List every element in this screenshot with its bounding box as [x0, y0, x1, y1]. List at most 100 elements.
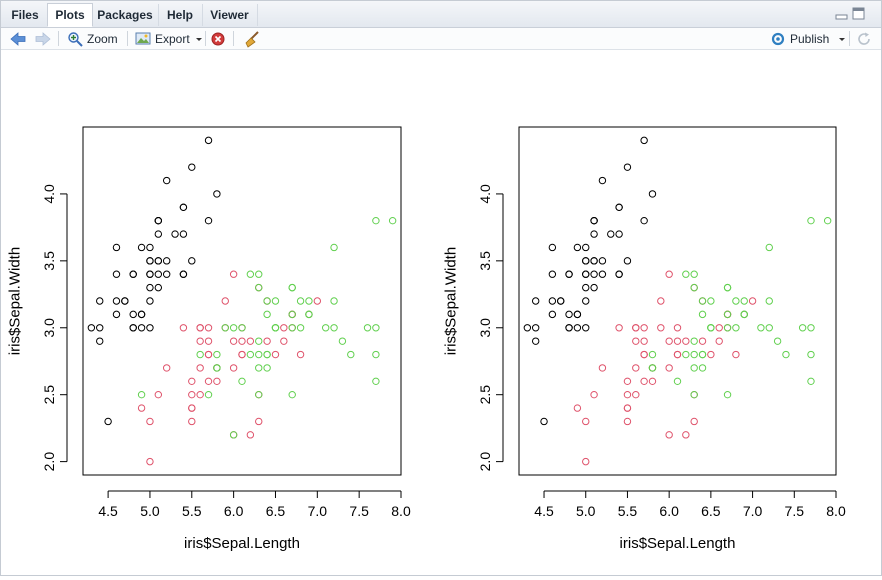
data-point-virginica — [347, 350, 355, 359]
data-point-setosa — [548, 297, 557, 305]
x-axis-title: iris$Sepal.Length — [620, 535, 736, 552]
data-point-virginica — [698, 310, 707, 319]
data-point-virginica — [740, 310, 748, 319]
tab-plots[interactable]: Plots — [47, 3, 93, 27]
forward-button[interactable] — [34, 29, 52, 48]
data-point-setosa — [129, 324, 137, 332]
data-point-setosa — [615, 270, 623, 278]
data-point-versicolor — [255, 417, 263, 426]
toolbar-divider — [233, 31, 234, 46]
tab-viewer[interactable]: Viewer — [202, 4, 258, 26]
data-point-versicolor — [221, 297, 229, 305]
data-point-virginica — [798, 324, 807, 332]
y-tick-label: 3.0 — [41, 318, 57, 338]
data-point-setosa — [590, 283, 598, 292]
x-tick-label: 7.0 — [743, 503, 763, 519]
data-point-setosa — [565, 310, 573, 319]
data-point-setosa — [598, 257, 607, 265]
data-point-versicolor — [313, 297, 322, 305]
data-point-versicolor — [665, 270, 673, 278]
clear-all-button[interactable] — [243, 29, 261, 48]
data-point-virginica — [305, 310, 313, 319]
data-point-setosa — [582, 283, 590, 292]
y-tick-label: 3.0 — [477, 318, 493, 338]
data-point-versicolor — [657, 324, 665, 332]
export-button[interactable]: Export — [135, 29, 204, 48]
tab-files[interactable]: Files — [3, 4, 48, 26]
data-point-versicolor — [665, 337, 673, 345]
refresh-button[interactable] — [856, 29, 872, 48]
data-point-setosa — [590, 270, 598, 278]
data-point-virginica — [221, 324, 229, 332]
data-point-versicolor — [204, 324, 213, 332]
data-point-setosa — [146, 243, 154, 252]
y-tick-label: 4.0 — [41, 184, 57, 204]
data-point-versicolor — [188, 390, 196, 399]
tab-packages[interactable]: Packages — [92, 4, 159, 26]
data-point-versicolor — [673, 337, 682, 345]
data-point-setosa — [531, 297, 540, 305]
data-point-virginica — [288, 283, 296, 292]
data-point-setosa — [171, 230, 179, 238]
data-point-setosa — [188, 163, 196, 171]
y-axis-title: iris$Sepal.Width — [443, 247, 460, 355]
data-point-versicolor — [632, 324, 640, 332]
arrow-right-icon — [35, 31, 51, 46]
data-point-virginica — [807, 216, 815, 225]
data-point-setosa — [188, 257, 196, 265]
data-point-virginica — [723, 283, 732, 292]
data-point-setosa — [640, 216, 648, 225]
data-point-virginica — [338, 337, 347, 345]
data-point-setosa — [548, 243, 557, 252]
data-point-virginica — [263, 364, 271, 372]
data-point-versicolor — [196, 364, 204, 372]
y-tick-label: 2.0 — [41, 452, 57, 472]
data-point-virginica — [765, 243, 773, 252]
remove-plot-button[interactable] — [211, 29, 225, 48]
zoom-button[interactable]: Zoom — [67, 29, 118, 48]
data-point-setosa — [573, 324, 582, 332]
toolbar-divider — [849, 31, 850, 46]
data-point-versicolor — [188, 417, 196, 426]
data-point-versicolor — [238, 337, 246, 345]
data-point-setosa — [590, 216, 598, 225]
data-point-versicolor — [665, 431, 673, 439]
data-point-virginica — [698, 297, 707, 305]
data-point-virginica — [388, 216, 397, 225]
data-point-setosa — [104, 417, 112, 426]
x-tick-label: 6.0 — [224, 503, 244, 519]
data-point-versicolor — [698, 337, 707, 345]
data-point-virginica — [690, 364, 698, 372]
data-point-setosa — [87, 324, 96, 332]
data-point-versicolor — [137, 404, 146, 412]
minimize-icon[interactable] — [835, 7, 848, 20]
data-point-setosa — [137, 243, 146, 252]
data-point-virginica — [296, 324, 305, 332]
publish-button[interactable]: Publish — [769, 29, 847, 48]
data-point-virginica — [372, 350, 380, 359]
data-point-virginica — [137, 390, 146, 399]
data-point-setosa — [179, 270, 188, 278]
data-point-versicolor — [690, 417, 698, 426]
data-point-versicolor — [648, 377, 657, 386]
data-point-setosa — [146, 297, 154, 305]
maximize-icon[interactable] — [852, 7, 865, 20]
data-point-versicolor — [246, 431, 255, 439]
data-point-virginica — [330, 324, 338, 332]
data-point-virginica — [288, 390, 296, 399]
data-point-versicolor — [640, 337, 648, 345]
data-point-setosa — [523, 324, 532, 332]
tab-help[interactable]: Help — [158, 4, 203, 26]
data-point-versicolor — [204, 350, 213, 359]
back-button[interactable] — [9, 29, 27, 48]
data-point-versicolor — [665, 364, 673, 372]
data-point-virginica — [330, 243, 338, 252]
data-point-virginica — [648, 350, 657, 359]
y-tick-label: 4.0 — [477, 184, 493, 204]
data-point-versicolor — [238, 350, 246, 359]
data-point-virginica — [255, 390, 263, 399]
data-point-virginica — [238, 324, 246, 332]
data-point-virginica — [807, 324, 815, 332]
plot-frame — [518, 126, 837, 476]
